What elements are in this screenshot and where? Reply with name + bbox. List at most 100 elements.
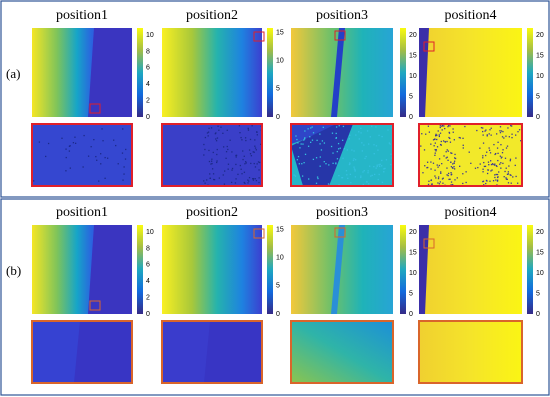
zoom-noise bbox=[515, 157, 517, 159]
zoom-border bbox=[161, 123, 263, 187]
zoom-noise bbox=[482, 180, 485, 182]
zoom-noise bbox=[226, 129, 228, 131]
zoom-noise bbox=[465, 181, 467, 184]
zoom-noise bbox=[482, 171, 484, 173]
zoom-noise bbox=[216, 148, 218, 151]
zoom-noise bbox=[494, 153, 496, 156]
zoom-noise bbox=[385, 159, 388, 161]
zoom-noise bbox=[244, 137, 247, 139]
zoom-noise bbox=[487, 161, 490, 163]
zoom-noise bbox=[218, 129, 220, 131]
zoom-noise bbox=[514, 164, 516, 167]
colorbar-tick-label: 10 bbox=[276, 254, 284, 261]
zoom-noise bbox=[518, 129, 521, 131]
zoom-noise bbox=[451, 152, 453, 154]
zoom-noise bbox=[247, 179, 249, 181]
colorbar bbox=[400, 225, 406, 314]
zoom-noise bbox=[207, 131, 210, 133]
zoom-noise bbox=[508, 165, 510, 167]
heatmap bbox=[419, 225, 522, 314]
zoom-noise bbox=[499, 126, 502, 128]
zoom-noise bbox=[430, 161, 432, 163]
zoom-noise bbox=[510, 174, 512, 177]
zoom-noise bbox=[337, 148, 340, 150]
zoom-noise bbox=[223, 183, 226, 185]
colorbar-tick-label: 6 bbox=[146, 262, 150, 269]
zoom-noise bbox=[441, 178, 444, 180]
zoom-noise bbox=[492, 163, 494, 166]
zoom-noise bbox=[484, 130, 486, 132]
zoom-noise bbox=[494, 174, 496, 176]
colorbar-tick-label: 8 bbox=[146, 245, 150, 252]
zoom-noise bbox=[113, 139, 115, 141]
colorbar-tick-label: 20 bbox=[536, 32, 544, 39]
zoom-noise bbox=[100, 153, 102, 155]
zoom-border bbox=[31, 123, 133, 187]
colorbar-tick-label: 10 bbox=[409, 73, 417, 80]
zoom-noise bbox=[493, 143, 495, 146]
zoom-noise bbox=[487, 169, 489, 171]
zoom-noise bbox=[479, 147, 481, 149]
zoom-noise bbox=[506, 145, 509, 147]
zoom-noise bbox=[454, 153, 456, 156]
zoom-noise bbox=[438, 135, 441, 138]
zoom-noise bbox=[230, 181, 233, 184]
colorbar-tick-label: 20 bbox=[536, 229, 544, 236]
colorbar-tick-label: 4 bbox=[146, 278, 150, 285]
zoom-noise bbox=[440, 171, 442, 173]
zoom-noise bbox=[237, 173, 239, 176]
zoom-noise bbox=[483, 184, 485, 186]
zoom-noise bbox=[350, 182, 352, 184]
zoom-noise bbox=[492, 180, 495, 182]
heatmap-region bbox=[88, 225, 132, 314]
zoom-noise bbox=[351, 149, 353, 151]
zoom-noise bbox=[438, 134, 440, 136]
zoom-noise bbox=[437, 130, 439, 132]
zoom-noise bbox=[447, 172, 450, 175]
zoom-noise bbox=[439, 143, 442, 146]
zoom-noise bbox=[61, 137, 63, 139]
zoom-noise bbox=[360, 175, 362, 177]
zoom-noise bbox=[388, 142, 391, 144]
zoom-noise bbox=[453, 168, 456, 170]
zoom-noise bbox=[510, 182, 512, 184]
zoom-noise bbox=[65, 156, 67, 159]
zoom-noise bbox=[121, 152, 124, 154]
colorbar-tick-label: 8 bbox=[146, 48, 150, 55]
zoom-noise bbox=[354, 170, 356, 172]
zoom-noise bbox=[220, 126, 222, 128]
zoom-noise bbox=[517, 131, 519, 133]
colorbar-tick-label: 10 bbox=[536, 73, 544, 80]
zoom-noise bbox=[335, 162, 337, 164]
zoom-noise bbox=[255, 179, 258, 182]
zoom-noise bbox=[483, 165, 486, 168]
zoom-noise bbox=[517, 182, 519, 184]
colorbar-tick-label: 15 bbox=[409, 52, 417, 59]
zoom-noise bbox=[462, 147, 464, 149]
colorbar-tick-label: 2 bbox=[146, 294, 150, 301]
zoom-noise bbox=[301, 163, 303, 165]
zoom-noise bbox=[369, 165, 371, 167]
heatmap bbox=[419, 28, 522, 117]
zoom-noise bbox=[482, 134, 484, 136]
zoom-noise bbox=[484, 165, 487, 168]
zoom-noise bbox=[322, 126, 324, 129]
zoom-noise bbox=[500, 130, 503, 132]
zoom-noise bbox=[434, 152, 436, 154]
zoom-noise bbox=[444, 127, 446, 130]
zoom-noise bbox=[355, 134, 357, 136]
colorbar bbox=[137, 225, 143, 314]
colorbar-tick-label: 5 bbox=[276, 86, 280, 93]
zoom-noise bbox=[361, 142, 363, 144]
zoom-noise bbox=[468, 151, 470, 153]
zoom-noise bbox=[503, 137, 505, 139]
zoom-noise bbox=[447, 174, 449, 177]
zoom-noise bbox=[216, 137, 219, 139]
zoom-noise bbox=[479, 163, 481, 165]
zoom-noise bbox=[370, 175, 372, 177]
zoom-noise bbox=[216, 153, 218, 156]
zoom-noise bbox=[254, 145, 256, 147]
zoom-noise bbox=[222, 132, 224, 134]
colorbar-tick-label: 20 bbox=[409, 32, 417, 39]
zoom-noise bbox=[225, 151, 228, 153]
